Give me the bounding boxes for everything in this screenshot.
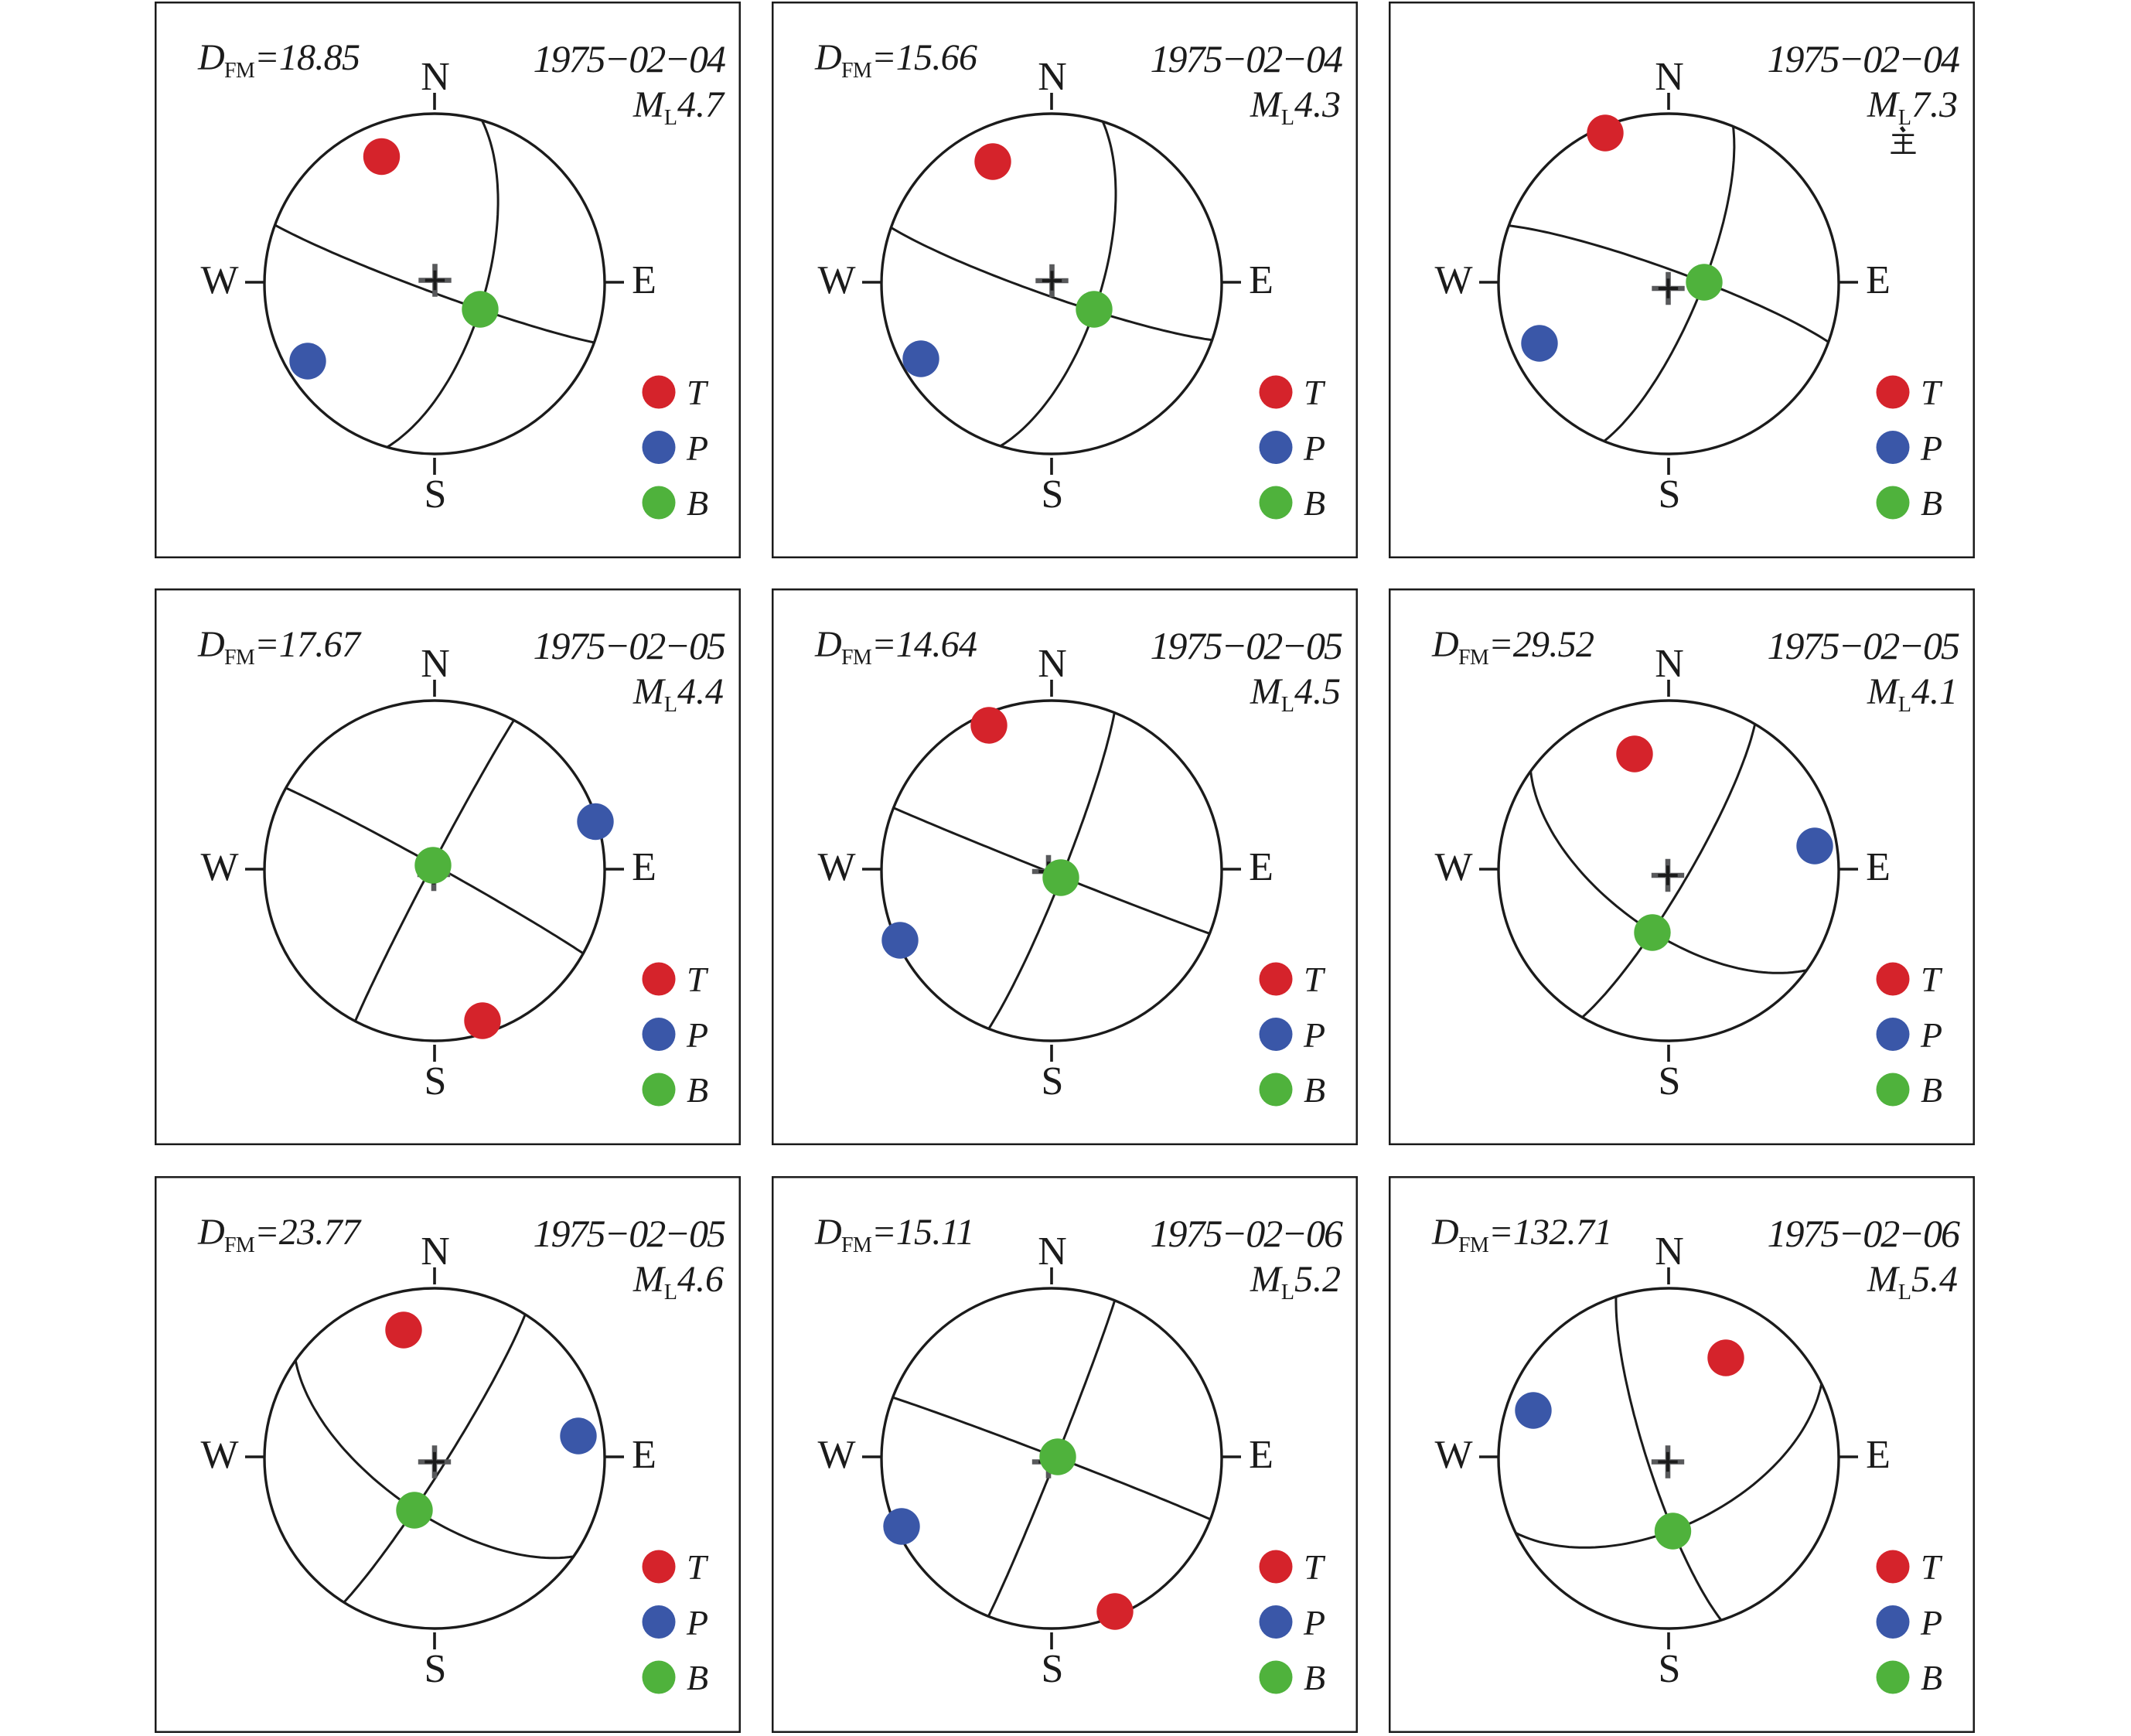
svg-text:S: S — [1042, 1059, 1064, 1103]
svg-text:1975−02−05: 1975−02−05 — [1768, 624, 1959, 667]
svg-text:T: T — [1921, 1547, 1943, 1587]
svg-text:DFM=132.71: DFM=132.71 — [1431, 1212, 1612, 1257]
svg-text:P: P — [686, 428, 708, 468]
svg-text:W: W — [817, 1433, 855, 1477]
svg-text:W: W — [817, 845, 855, 889]
svg-text:N: N — [1038, 642, 1067, 686]
svg-text:B: B — [687, 483, 708, 523]
svg-text:N: N — [1655, 55, 1684, 99]
svg-text:T: T — [1304, 960, 1326, 999]
svg-text:1975−02−04: 1975−02−04 — [1151, 37, 1342, 80]
svg-text:E: E — [632, 258, 656, 302]
svg-text:ML4.1: ML4.1 — [1867, 671, 1958, 717]
svg-text:B: B — [687, 1658, 708, 1697]
svg-text:S: S — [1659, 472, 1681, 517]
svg-text:P: P — [1303, 428, 1325, 468]
svg-text:S: S — [424, 1647, 447, 1691]
svg-text:E: E — [632, 845, 656, 889]
svg-text:1975−02−04: 1975−02−04 — [1768, 37, 1959, 80]
svg-text:ML5.2: ML5.2 — [1250, 1259, 1341, 1305]
svg-text:B: B — [1921, 483, 1942, 523]
svg-text:T: T — [687, 1547, 709, 1587]
svg-text:ML5.4: ML5.4 — [1867, 1259, 1958, 1305]
svg-text:E: E — [1866, 258, 1891, 302]
svg-text:W: W — [1434, 258, 1472, 302]
svg-text:S: S — [1659, 1059, 1681, 1103]
svg-text:1975−02−04: 1975−02−04 — [534, 37, 725, 80]
svg-text:S: S — [424, 472, 447, 517]
svg-text:E: E — [1249, 845, 1273, 889]
svg-text:DFM=17.67: DFM=17.67 — [197, 624, 362, 670]
svg-text:P: P — [1920, 428, 1942, 468]
svg-text:N: N — [1655, 642, 1684, 686]
svg-text:T: T — [1921, 960, 1943, 999]
svg-text:E: E — [1249, 258, 1273, 302]
svg-text:DFM=15.66: DFM=15.66 — [814, 37, 977, 83]
svg-text:E: E — [1249, 1433, 1273, 1477]
svg-text:N: N — [421, 1230, 450, 1274]
svg-text:S: S — [1042, 472, 1064, 517]
svg-text:1975−02−06: 1975−02−06 — [1768, 1212, 1960, 1255]
svg-text:W: W — [1434, 1433, 1472, 1477]
svg-text:W: W — [200, 1433, 238, 1477]
svg-text:ML4.5: ML4.5 — [1250, 671, 1341, 717]
svg-text:ML4.6: ML4.6 — [632, 1259, 724, 1305]
svg-text:ML4.3: ML4.3 — [1250, 84, 1341, 130]
svg-text:T: T — [687, 960, 709, 999]
svg-text:DFM=15.11: DFM=15.11 — [814, 1212, 974, 1257]
svg-text:W: W — [200, 845, 238, 889]
svg-text:E: E — [1866, 845, 1891, 889]
svg-text:DFM=18.85: DFM=18.85 — [197, 37, 360, 83]
svg-text:ML4.7: ML4.7 — [632, 84, 725, 130]
svg-text:B: B — [1921, 1070, 1942, 1110]
svg-text:N: N — [421, 55, 450, 99]
svg-text:E: E — [632, 1433, 656, 1477]
svg-text:P: P — [1303, 1015, 1325, 1055]
svg-text:T: T — [1304, 373, 1326, 412]
svg-text:P: P — [1920, 1603, 1942, 1642]
svg-text:ML4.4: ML4.4 — [632, 671, 724, 717]
svg-text:DFM=29.52: DFM=29.52 — [1431, 624, 1594, 670]
svg-text:B: B — [1304, 1070, 1325, 1110]
svg-text:S: S — [424, 1059, 447, 1103]
svg-text:ML7.3: ML7.3 — [1867, 84, 1958, 130]
svg-text:W: W — [1434, 845, 1472, 889]
svg-text:DFM=23.77: DFM=23.77 — [197, 1212, 362, 1257]
svg-text:P: P — [686, 1015, 708, 1055]
svg-text:B: B — [1304, 483, 1325, 523]
svg-text:DFM=14.64: DFM=14.64 — [814, 624, 977, 670]
svg-text:B: B — [1304, 1658, 1325, 1697]
svg-text:B: B — [1921, 1658, 1942, 1697]
svg-text:S: S — [1042, 1647, 1064, 1691]
svg-text:1975−02−05: 1975−02−05 — [534, 624, 725, 667]
svg-text:1975−02−05: 1975−02−05 — [1151, 624, 1342, 667]
svg-text:S: S — [1659, 1647, 1681, 1691]
svg-text:T: T — [1304, 1547, 1326, 1587]
svg-text:P: P — [686, 1603, 708, 1642]
svg-text:P: P — [1303, 1603, 1325, 1642]
svg-text:1975−02−06: 1975−02−06 — [1151, 1212, 1343, 1255]
svg-text:N: N — [1038, 55, 1067, 99]
svg-text:N: N — [421, 642, 450, 686]
svg-text:P: P — [1920, 1015, 1942, 1055]
svg-text:1975−02−05: 1975−02−05 — [534, 1212, 725, 1255]
svg-text:E: E — [1866, 1433, 1891, 1477]
svg-text:N: N — [1655, 1230, 1684, 1274]
svg-text:W: W — [200, 258, 238, 302]
svg-text:T: T — [1921, 373, 1943, 412]
svg-text:B: B — [687, 1070, 708, 1110]
svg-text:T: T — [687, 373, 709, 412]
svg-text:W: W — [817, 258, 855, 302]
svg-text:N: N — [1038, 1230, 1067, 1274]
